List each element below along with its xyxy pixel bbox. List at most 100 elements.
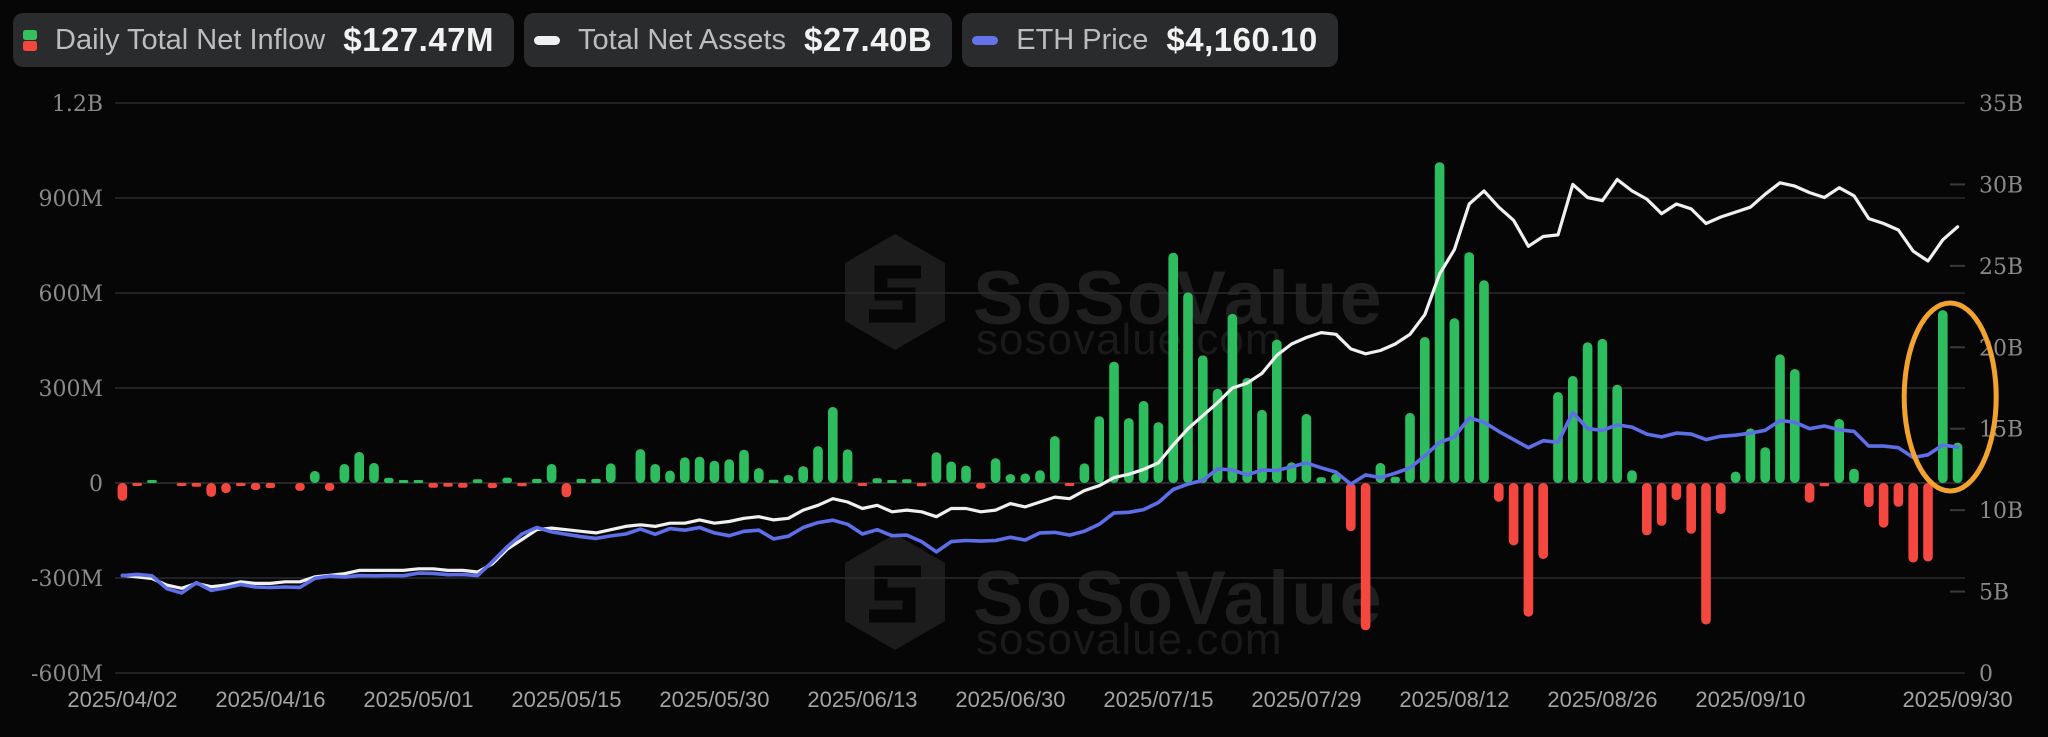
y-axis-left-label: 300M [38, 377, 103, 402]
legend-value: $127.47M [343, 21, 495, 58]
x-axis-date-label: 2025/05/01 [363, 687, 473, 712]
inflow-bar [635, 449, 646, 483]
x-axis-date-label: 2025/06/30 [955, 687, 1065, 712]
inflow-bar [606, 463, 616, 483]
watermark-domain-text: sosovalue.com [976, 615, 1282, 664]
inflow-bar [250, 483, 261, 490]
x-axis-date-label: 2025/05/30 [659, 687, 769, 712]
inflow-bar [576, 478, 586, 483]
inflow-bar [176, 483, 187, 486]
inflow-bar [1938, 310, 1948, 483]
inflow-bar [310, 471, 320, 483]
inflow-bar [828, 407, 838, 483]
inflow-bar [1508, 483, 1519, 546]
inflow-bar [428, 483, 438, 488]
inflow-bar [887, 480, 897, 483]
inflow-bar [1316, 477, 1326, 483]
inflow-bar [1479, 280, 1489, 483]
inflow-bar [961, 465, 971, 483]
y-axis-left-label: -300M [31, 567, 103, 592]
inflow-bar [1716, 483, 1726, 514]
inflow-bar [1050, 436, 1060, 483]
inflow-bar [1434, 162, 1445, 483]
inflow-bar [324, 483, 335, 491]
inflow-bar [413, 480, 424, 483]
eth-price-line-icon [972, 35, 999, 45]
inflow-bar [443, 483, 453, 487]
y-axis-left-label: -600M [31, 662, 103, 687]
inflow-bar [339, 464, 350, 483]
legend-chip-eth-price[interactable]: ETH Price $4,160.10 [962, 13, 1338, 67]
inflow-bar [739, 449, 749, 484]
y-axis-right-label: 5B [1979, 581, 2009, 606]
inflow-bar [1227, 313, 1238, 483]
y-axis-right-label: 15B [1979, 418, 2023, 443]
inflow-bar [1138, 401, 1149, 483]
inflow-bar [546, 464, 557, 483]
inflow-bar [1819, 483, 1830, 487]
inflow-bar [147, 480, 157, 483]
inflow-bar [472, 479, 483, 483]
inflow-bar [1124, 418, 1134, 483]
net-assets-line [120, 177, 1960, 590]
inflow-bar [1834, 419, 1844, 483]
y-axis-left-label: 600M [38, 282, 103, 307]
inflow-bar [1449, 318, 1460, 483]
x-axis-date-label: 2025/09/30 [1903, 687, 2013, 712]
inflow-bar [1701, 483, 1711, 625]
inflow-bar [1390, 476, 1400, 483]
inflow-bar [132, 483, 142, 486]
inflow-bar [191, 483, 202, 487]
inflow-bar [1198, 355, 1208, 483]
inflow-bar [265, 483, 276, 489]
inflow-bar [1686, 483, 1696, 534]
inflow-bar [1568, 376, 1578, 483]
inflow-bar [1878, 483, 1889, 528]
inflow-bar [117, 483, 128, 501]
eth-price-line [120, 410, 1960, 595]
y-axis-left-label: 1.2B [52, 92, 103, 117]
inflow-bar [1893, 483, 1904, 507]
inflow-bar [1035, 470, 1045, 483]
y-axis-left-label: 900M [38, 187, 103, 212]
inflow-bar [1864, 483, 1874, 508]
inflow-bar [1005, 474, 1016, 483]
y-axis-right-label: 10B [1979, 499, 2023, 524]
inflow-bar [916, 483, 927, 487]
inflow-bar [990, 458, 1001, 483]
inflow-bar [502, 477, 512, 483]
x-axis-date-label: 2025/05/15 [511, 687, 621, 712]
y-axis-right-label: 30B [1979, 173, 2023, 198]
legend-label: Daily Total Net Inflow [55, 23, 326, 56]
inflow-bar [1464, 252, 1474, 483]
inflow-bar [872, 478, 882, 484]
legend-chip-total-net-assets[interactable]: Total Net Assets $27.40B [524, 13, 953, 67]
inflow-bar [1849, 468, 1859, 484]
legend-chip-daily-net-inflow[interactable]: Daily Total Net Inflow $127.47M [13, 13, 515, 67]
inflow-bar [857, 483, 868, 486]
inflow-bar [517, 483, 527, 487]
x-axis-date-label: 2025/08/12 [1399, 687, 1509, 712]
inflow-bar [458, 483, 468, 488]
inflow-bar [1745, 428, 1756, 483]
legend-value: $4,160.10 [1166, 21, 1318, 58]
y-axis-left-label: 0 [89, 472, 103, 497]
inflow-bar [1094, 416, 1104, 483]
inflow-bar [1183, 292, 1193, 483]
net-assets-line-icon [534, 35, 561, 45]
inflow-bar [1242, 377, 1252, 483]
inflow-bar [398, 480, 409, 483]
inflow-bar [768, 479, 779, 483]
inflow-bar [1627, 470, 1637, 483]
chart-plot-area[interactable] [115, 103, 1965, 673]
inflow-bar [1494, 483, 1504, 502]
inflow-bar [1523, 483, 1534, 617]
inflow-bar [1553, 392, 1563, 483]
inflow-bar [1538, 483, 1548, 559]
inflow-bar [1020, 473, 1030, 483]
inflow-bar [369, 463, 379, 483]
x-axis-date-label: 2025/09/10 [1695, 687, 1805, 712]
y-axis-right-label: 25B [1979, 255, 2023, 280]
inflow-bar [783, 475, 794, 483]
inflow-bar [1790, 369, 1800, 483]
